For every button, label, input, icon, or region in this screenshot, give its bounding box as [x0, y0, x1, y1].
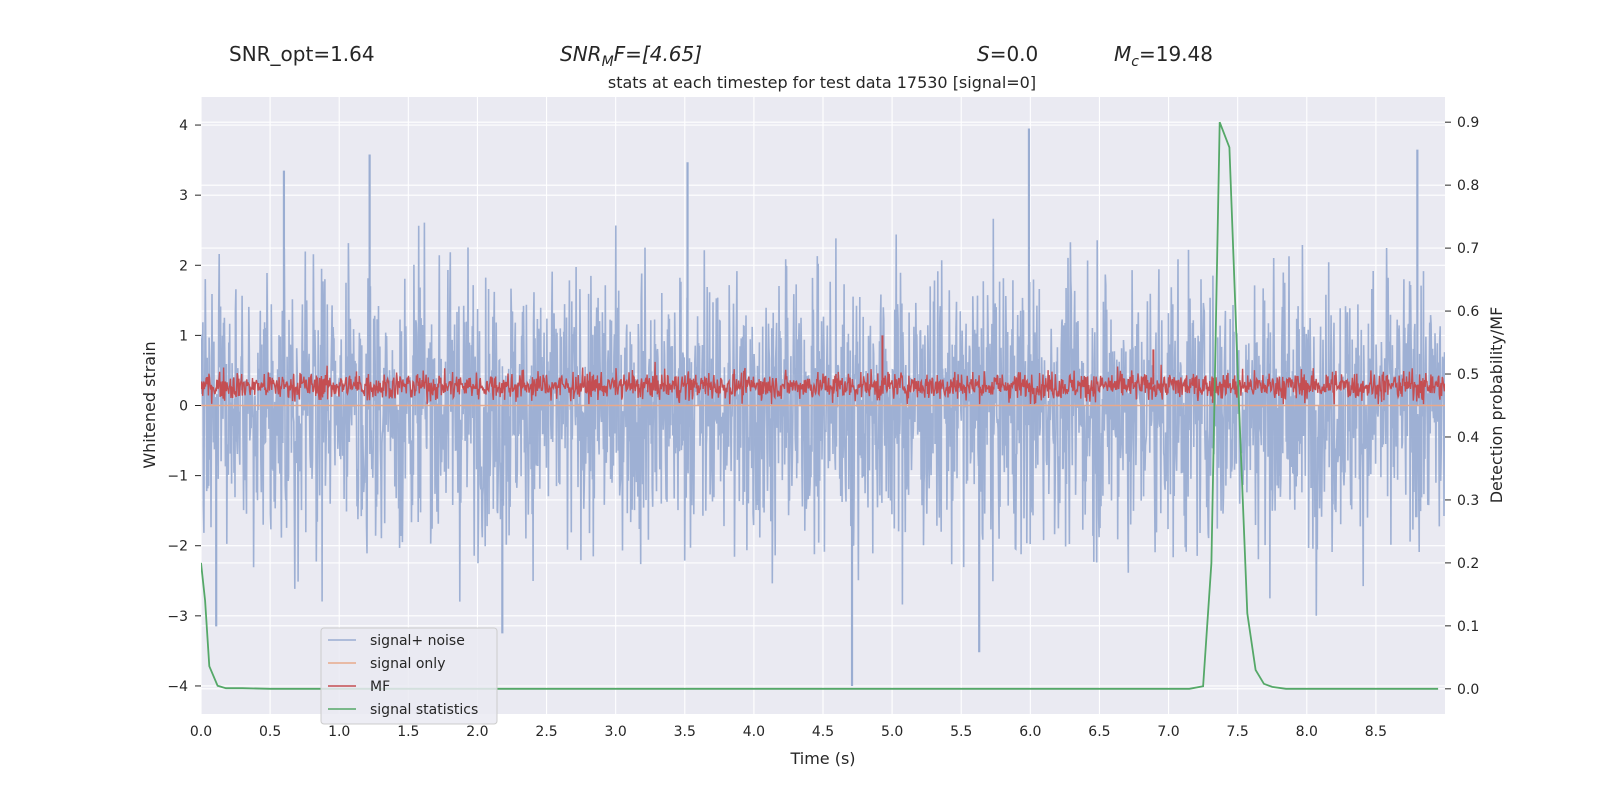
- y-left-tick-label: −3: [167, 609, 188, 625]
- x-tick-label: 8.5: [1365, 724, 1387, 740]
- x-tick-label: 1.0: [328, 724, 350, 740]
- y-left-tick-label: 1: [179, 328, 188, 344]
- x-tick-label: 3.0: [605, 724, 627, 740]
- legend-label-noise: signal+ noise: [370, 633, 465, 649]
- y-axis-right-label: Detection probability/MF: [1487, 307, 1506, 504]
- y-right-tick-label: 0.0: [1457, 682, 1479, 698]
- y-right-tick-label: 0.4: [1457, 430, 1479, 446]
- x-tick-label: 6.0: [1019, 724, 1041, 740]
- x-tick-label: 2.0: [466, 724, 488, 740]
- x-tick-label: 0.0: [190, 724, 212, 740]
- header-mc-value: Mc=19.48: [1114, 42, 1213, 70]
- x-tick-label: 3.5: [674, 724, 696, 740]
- header-mc-sub: c: [1131, 54, 1139, 70]
- x-tick-label: 5.5: [950, 724, 972, 740]
- y-axis-left-label: Whitened strain: [140, 341, 159, 468]
- x-tick-label: 1.5: [397, 724, 419, 740]
- y-right-tick-label: 0.6: [1457, 304, 1479, 320]
- legend-label-signal-only: signal only: [370, 656, 445, 672]
- chart-title: stats at each timestep for test data 175…: [608, 73, 1036, 92]
- x-tick-label: 4.0: [743, 724, 765, 740]
- y-right-tick-label: 0.3: [1457, 493, 1479, 509]
- legend-box: [320, 627, 498, 725]
- y-right-tick-label: 0.8: [1457, 178, 1479, 194]
- y-left-tick-label: −1: [167, 469, 188, 485]
- y-left-tick-label: 0: [179, 399, 188, 415]
- x-axis-label: Time (s): [789, 749, 855, 768]
- header-mc-rest: =19.48: [1139, 42, 1213, 66]
- y-left-tick-label: −4: [167, 679, 188, 695]
- header-snr-mf: SNRMF=[4.65]: [560, 42, 702, 70]
- header-s-value: S=0.0: [977, 42, 1038, 66]
- y-right-tick-label: 0.1: [1457, 619, 1479, 635]
- x-tick-label: 8.0: [1296, 724, 1318, 740]
- y-right-tick-label: 0.7: [1457, 241, 1479, 257]
- legend-label-signal-statistics: signal statistics: [370, 702, 478, 718]
- y-left-tick-label: 3: [179, 188, 188, 204]
- header-snr-mf-sub: M: [602, 54, 614, 70]
- x-tick-label: 0.5: [259, 724, 281, 740]
- y-right-tick-label: 0.5: [1457, 367, 1479, 383]
- y-left-tick-label: 4: [179, 118, 188, 134]
- legend: signal+ noise signal only MF signal stat…: [320, 627, 498, 725]
- header-s-var: S: [977, 42, 990, 66]
- y-left-tick-label: 2: [179, 258, 188, 274]
- legend-label-mf: MF: [370, 679, 390, 695]
- x-tick-label: 6.5: [1088, 724, 1110, 740]
- x-tick-label: 7.0: [1157, 724, 1179, 740]
- header-snr-opt: SNR_opt=1.64: [229, 42, 375, 66]
- x-tick-label: 4.5: [812, 724, 834, 740]
- y-left-tick-label: −2: [167, 539, 188, 555]
- axis-ticks: 0.0 0.5 1.0 1.5 2.0 2.5 3.0 3.5 4.0 4.5 5.0 5.5 6.0 6…: [167, 115, 1479, 740]
- x-tick-label: 5.0: [881, 724, 903, 740]
- series-signal-statistics-line: [201, 121, 1439, 690]
- x-tick-label: 7.5: [1227, 724, 1249, 740]
- x-tick-label: 2.5: [535, 724, 557, 740]
- series-layer: [201, 121, 1445, 690]
- header-snr-mf-base: SNR: [560, 42, 602, 66]
- y-right-tick-label: 0.2: [1457, 556, 1479, 572]
- header-mc-base: M: [1114, 42, 1131, 66]
- header-s-rest: =0.0: [990, 42, 1039, 66]
- header-snr-mf-rest: F=[4.65]: [614, 42, 702, 66]
- y-right-tick-label: 0.9: [1457, 115, 1479, 131]
